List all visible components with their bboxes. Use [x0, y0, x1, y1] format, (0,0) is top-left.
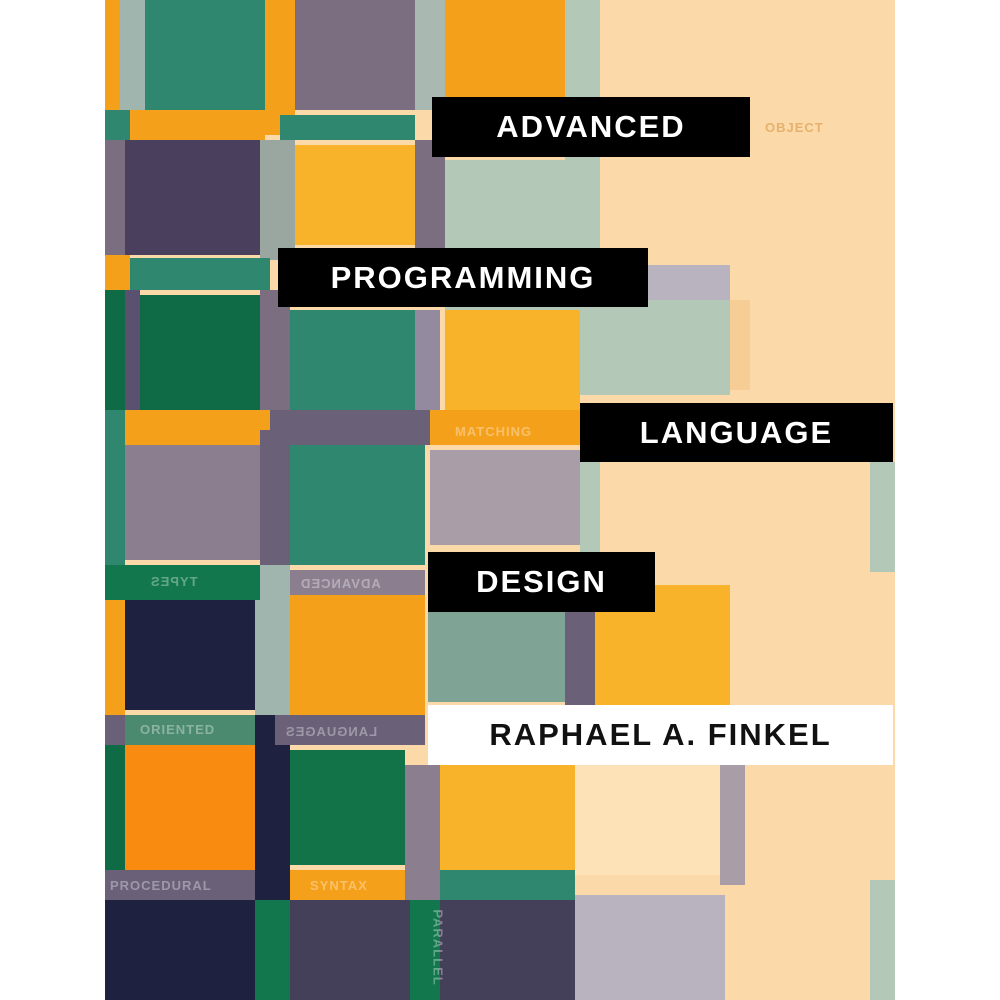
color-block: [105, 870, 255, 900]
color-block: [105, 410, 125, 445]
color-block: [120, 0, 145, 115]
color-block: [260, 140, 295, 260]
color-block: [105, 290, 125, 415]
color-block: [405, 765, 440, 905]
color-block: [290, 570, 425, 595]
title-line-advanced: ADVANCED: [432, 97, 750, 157]
color-block: [125, 410, 270, 445]
color-block: [105, 255, 130, 290]
color-block: [445, 310, 580, 415]
color-block: [145, 0, 265, 110]
color-block: [105, 110, 130, 140]
bg-word-matching: MATCHING: [455, 424, 533, 439]
color-block: [440, 870, 575, 900]
bg-word-languages: LANGUAGES: [285, 724, 378, 739]
color-block: [290, 870, 405, 900]
color-block: [130, 110, 265, 140]
color-block: [270, 410, 430, 445]
color-block: [415, 310, 440, 410]
color-block: [255, 715, 275, 745]
color-block: [105, 140, 125, 260]
book-cover: OBJECT MATCHING TYPES ADVANCED ORIENTED …: [105, 0, 895, 1000]
color-block: [255, 600, 290, 715]
title-line-programming: PROGRAMMING: [278, 248, 648, 307]
bg-word-advanced: ADVANCED: [300, 576, 381, 591]
color-block: [105, 600, 125, 715]
color-block: [105, 715, 125, 745]
color-block: [445, 160, 565, 250]
color-block: [295, 0, 415, 110]
color-block: [275, 715, 425, 745]
color-block: [720, 765, 745, 885]
bg-word-parallel: PARALLEL: [430, 909, 446, 986]
color-block: [415, 0, 445, 110]
color-block: [255, 745, 290, 900]
color-block: [295, 145, 415, 245]
bg-word-oriented: ORIENTED: [140, 722, 216, 737]
color-block: [125, 745, 255, 870]
color-block: [260, 290, 290, 415]
color-block: [445, 0, 565, 97]
color-block: [430, 450, 580, 545]
color-block: [290, 445, 425, 565]
color-block: [265, 0, 295, 135]
bg-word-types: TYPES: [150, 574, 198, 589]
author-name: RAPHAEL A. FINKEL: [428, 705, 893, 765]
color-block: [290, 750, 405, 865]
title-line-language: LANGUAGE: [580, 403, 893, 462]
color-block: [260, 430, 290, 570]
color-block: [290, 900, 410, 1000]
title-line-design: DESIGN: [428, 552, 655, 612]
color-block: [125, 290, 140, 415]
color-block: [428, 612, 565, 702]
color-block: [575, 895, 725, 1000]
bg-word-syntax: SYNTAX: [310, 878, 368, 893]
color-block: [140, 295, 260, 410]
color-block: [105, 0, 120, 115]
color-block: [260, 565, 290, 600]
color-block: [130, 258, 270, 290]
color-block: [730, 300, 750, 390]
color-block: [440, 900, 575, 1000]
color-block: [870, 462, 895, 572]
bg-word-procedural: PROCEDURAL: [110, 878, 212, 893]
color-block: [105, 445, 125, 565]
color-block: [410, 900, 440, 1000]
color-block: [290, 595, 425, 715]
color-block: [290, 310, 415, 410]
color-block: [440, 765, 575, 870]
color-block: [580, 300, 730, 395]
color-block: [125, 140, 260, 255]
color-block: [125, 715, 255, 745]
color-block: [255, 900, 290, 1000]
color-block: [565, 612, 595, 705]
color-block: [575, 765, 725, 875]
bg-word-object: OBJECT: [765, 120, 824, 135]
color-block: [105, 745, 125, 870]
color-block: [125, 600, 255, 710]
color-block: [870, 880, 895, 1000]
color-block: [125, 445, 260, 560]
color-block: [280, 115, 415, 140]
color-block: [430, 410, 580, 445]
color-block: [105, 565, 260, 600]
color-block: [105, 900, 255, 1000]
